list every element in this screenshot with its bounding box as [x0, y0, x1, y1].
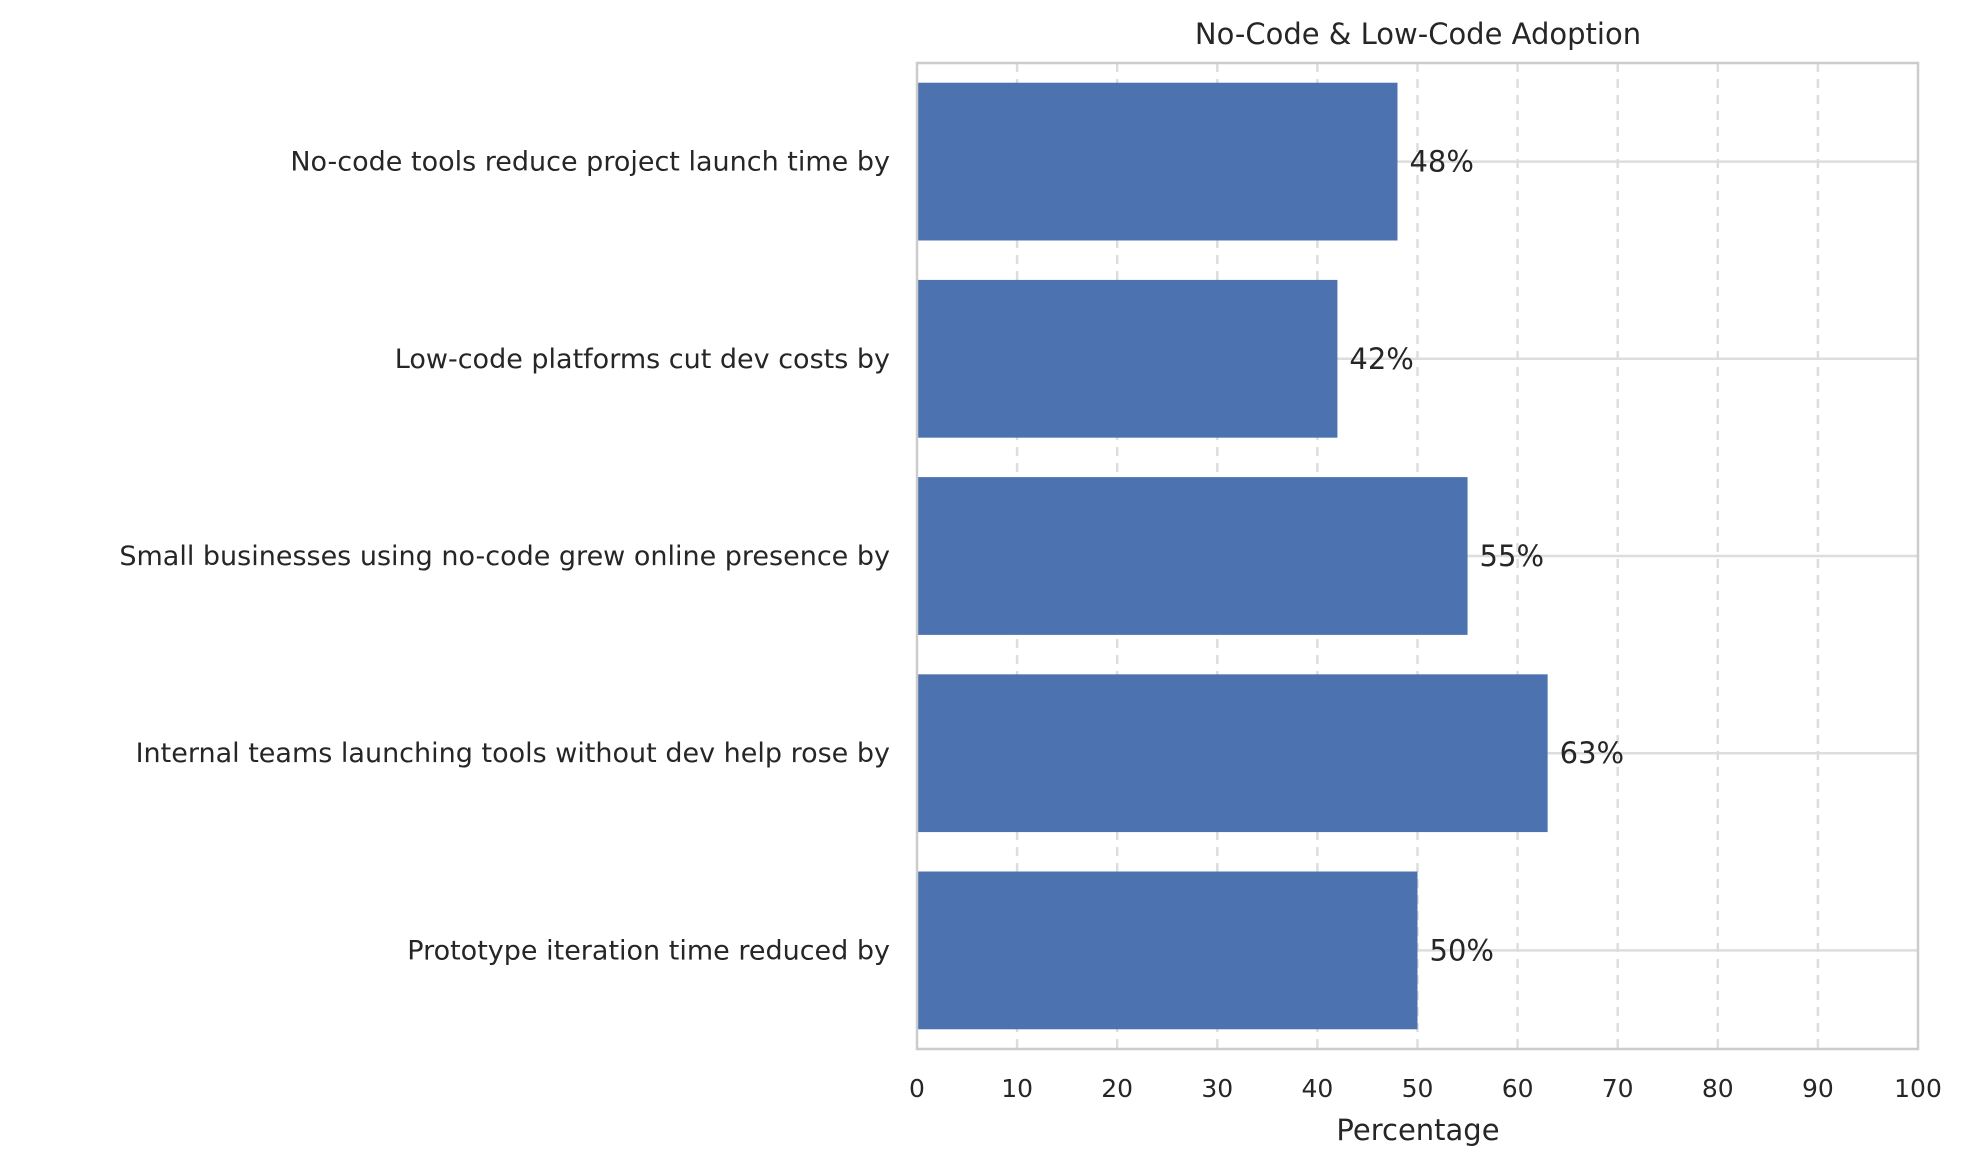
x-tick-label: 100	[1894, 1074, 1942, 1103]
chart-title: No-Code & Low-Code Adoption	[1195, 17, 1641, 51]
x-tick-label: 40	[1301, 1074, 1333, 1103]
x-tick-label: 90	[1802, 1074, 1834, 1103]
y-tick-label: Small businesses using no-code grew onli…	[119, 541, 890, 572]
y-tick-label: Prototype iteration time reduced by	[407, 935, 890, 966]
data-label: 55%	[1480, 539, 1544, 573]
y-tick-label: Low-code platforms cut dev costs by	[395, 344, 890, 375]
bar	[917, 477, 1468, 635]
y-tick-label: Internal teams launching tools without d…	[136, 738, 890, 769]
x-tick-label: 80	[1702, 1074, 1734, 1103]
data-label: 48%	[1409, 145, 1473, 179]
data-label: 50%	[1430, 933, 1494, 967]
x-tick-label: 30	[1201, 1074, 1233, 1103]
data-label: 63%	[1560, 736, 1624, 770]
bar	[917, 82, 1398, 241]
x-tick-label: 20	[1101, 1074, 1133, 1103]
x-tick-label: 70	[1602, 1074, 1634, 1103]
bar	[917, 279, 1338, 438]
x-tick-label: 0	[909, 1074, 925, 1103]
y-tick-label: No-code tools reduce project launch time…	[290, 147, 890, 178]
x-axis-label: Percentage	[1336, 1113, 1499, 1147]
bar	[917, 871, 1418, 1030]
x-tick-label: 10	[1001, 1074, 1033, 1103]
x-tick-label: 50	[1402, 1074, 1434, 1103]
x-tick-label: 60	[1502, 1074, 1534, 1103]
bar	[917, 674, 1548, 833]
data-label: 42%	[1349, 342, 1413, 376]
plot-frame	[915, 61, 1920, 1051]
